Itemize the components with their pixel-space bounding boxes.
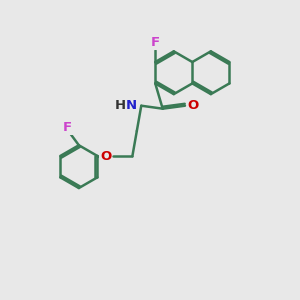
Text: F: F (151, 36, 160, 49)
Text: O: O (100, 150, 111, 163)
Text: F: F (63, 121, 72, 134)
Text: O: O (188, 99, 199, 112)
Text: N: N (125, 99, 136, 112)
Text: H: H (114, 99, 125, 112)
